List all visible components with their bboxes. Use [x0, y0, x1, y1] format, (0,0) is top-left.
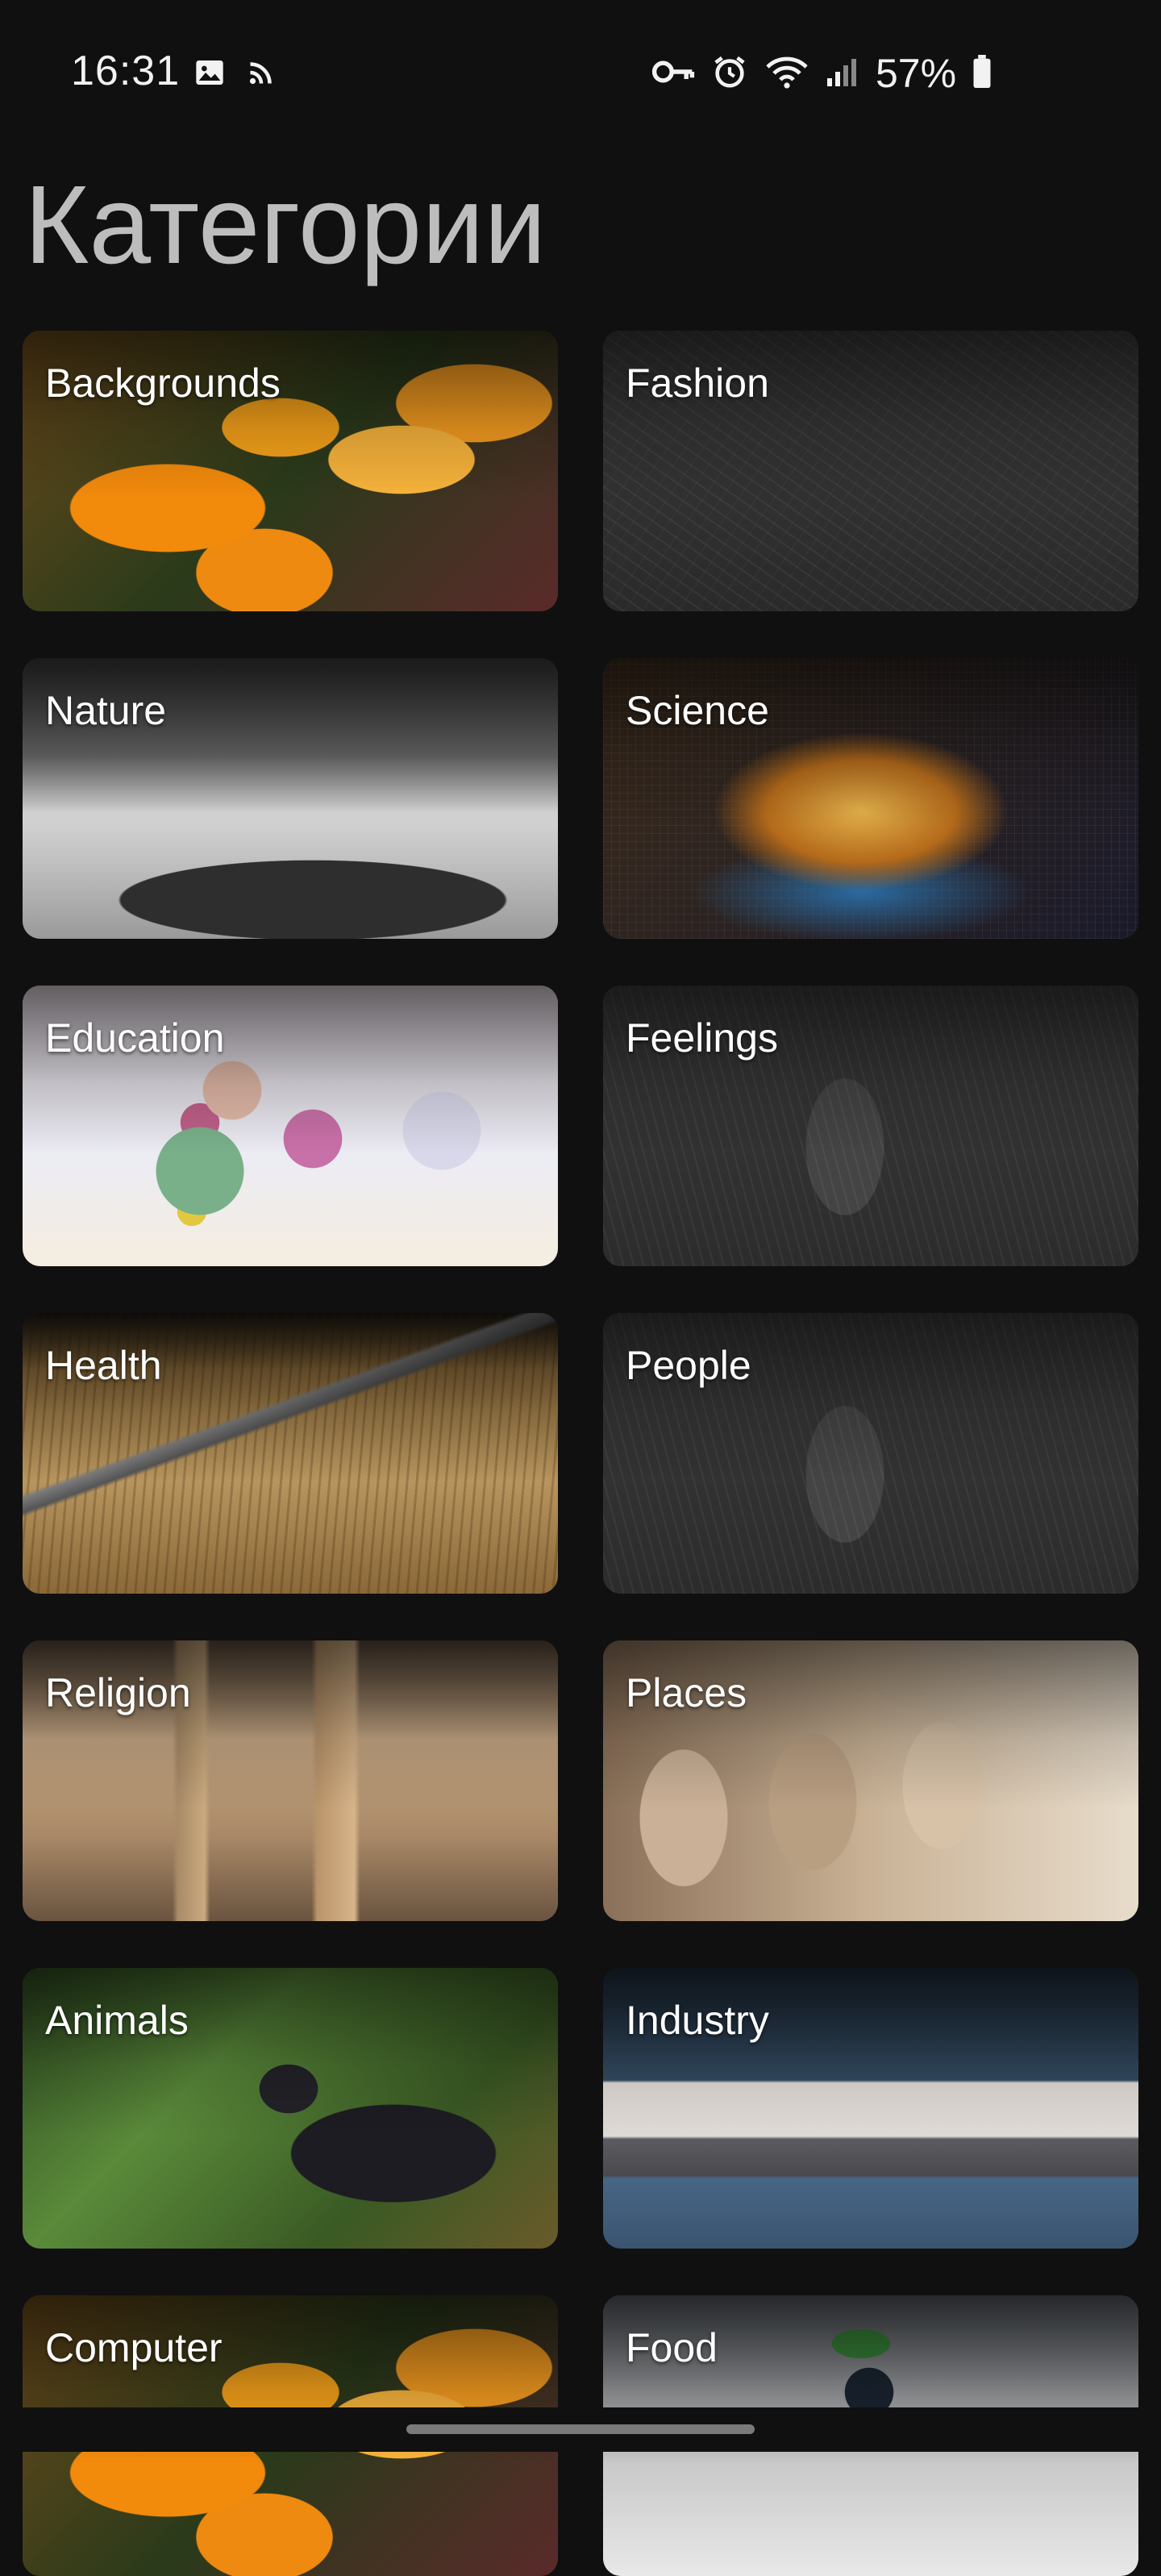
alarm-icon: [711, 53, 748, 94]
category-card-science[interactable]: Science: [603, 658, 1138, 939]
category-label: Backgrounds: [45, 361, 281, 406]
category-label: Nature: [45, 688, 167, 733]
category-card-feelings[interactable]: Feelings: [603, 986, 1138, 1266]
categories-grid: Backgrounds Fashion Nature Science Educa…: [23, 331, 1138, 2576]
category-card-education[interactable]: Education: [23, 986, 558, 1266]
gallery-icon: [194, 56, 226, 93]
category-card-religion[interactable]: Religion: [23, 1640, 558, 1921]
category-label: Places: [626, 1670, 747, 1715]
battery-percent: 57%: [876, 51, 957, 96]
category-card-fashion[interactable]: Fashion: [603, 331, 1138, 611]
page-title: Категории: [24, 163, 547, 287]
category-card-industry[interactable]: Industry: [603, 1968, 1138, 2249]
category-card-animals[interactable]: Animals: [23, 1968, 558, 2249]
status-time: 16:31: [71, 48, 181, 94]
category-label: People: [626, 1343, 751, 1388]
category-label: Health: [45, 1343, 162, 1388]
vpn-key-icon: [651, 56, 695, 92]
cast-icon: [247, 58, 276, 91]
battery-icon: [972, 54, 992, 93]
category-label: Science: [626, 688, 769, 733]
category-card-nature[interactable]: Nature: [23, 658, 558, 939]
status-icons-left: [194, 56, 276, 93]
status-icons-right: 57%: [651, 50, 992, 97]
category-label: Fashion: [626, 361, 769, 406]
status-bar: 16:31 57%: [0, 0, 1161, 145]
category-card-people[interactable]: People: [603, 1313, 1138, 1594]
category-label: Computer: [45, 2325, 223, 2370]
gesture-navigation-handle[interactable]: [406, 2424, 755, 2434]
category-label: Feelings: [626, 1015, 778, 1061]
category-label: Food: [626, 2325, 718, 2370]
category-label: Education: [45, 1015, 225, 1061]
category-card-places[interactable]: Places: [603, 1640, 1138, 1921]
category-label: Industry: [626, 1998, 769, 2043]
category-label: Animals: [45, 1998, 189, 2043]
wifi-icon: [764, 54, 809, 94]
signal-icon: [826, 56, 858, 92]
category-card-health[interactable]: Health: [23, 1313, 558, 1594]
category-label: Religion: [45, 1670, 191, 1715]
category-card-backgrounds[interactable]: Backgrounds: [23, 331, 558, 611]
